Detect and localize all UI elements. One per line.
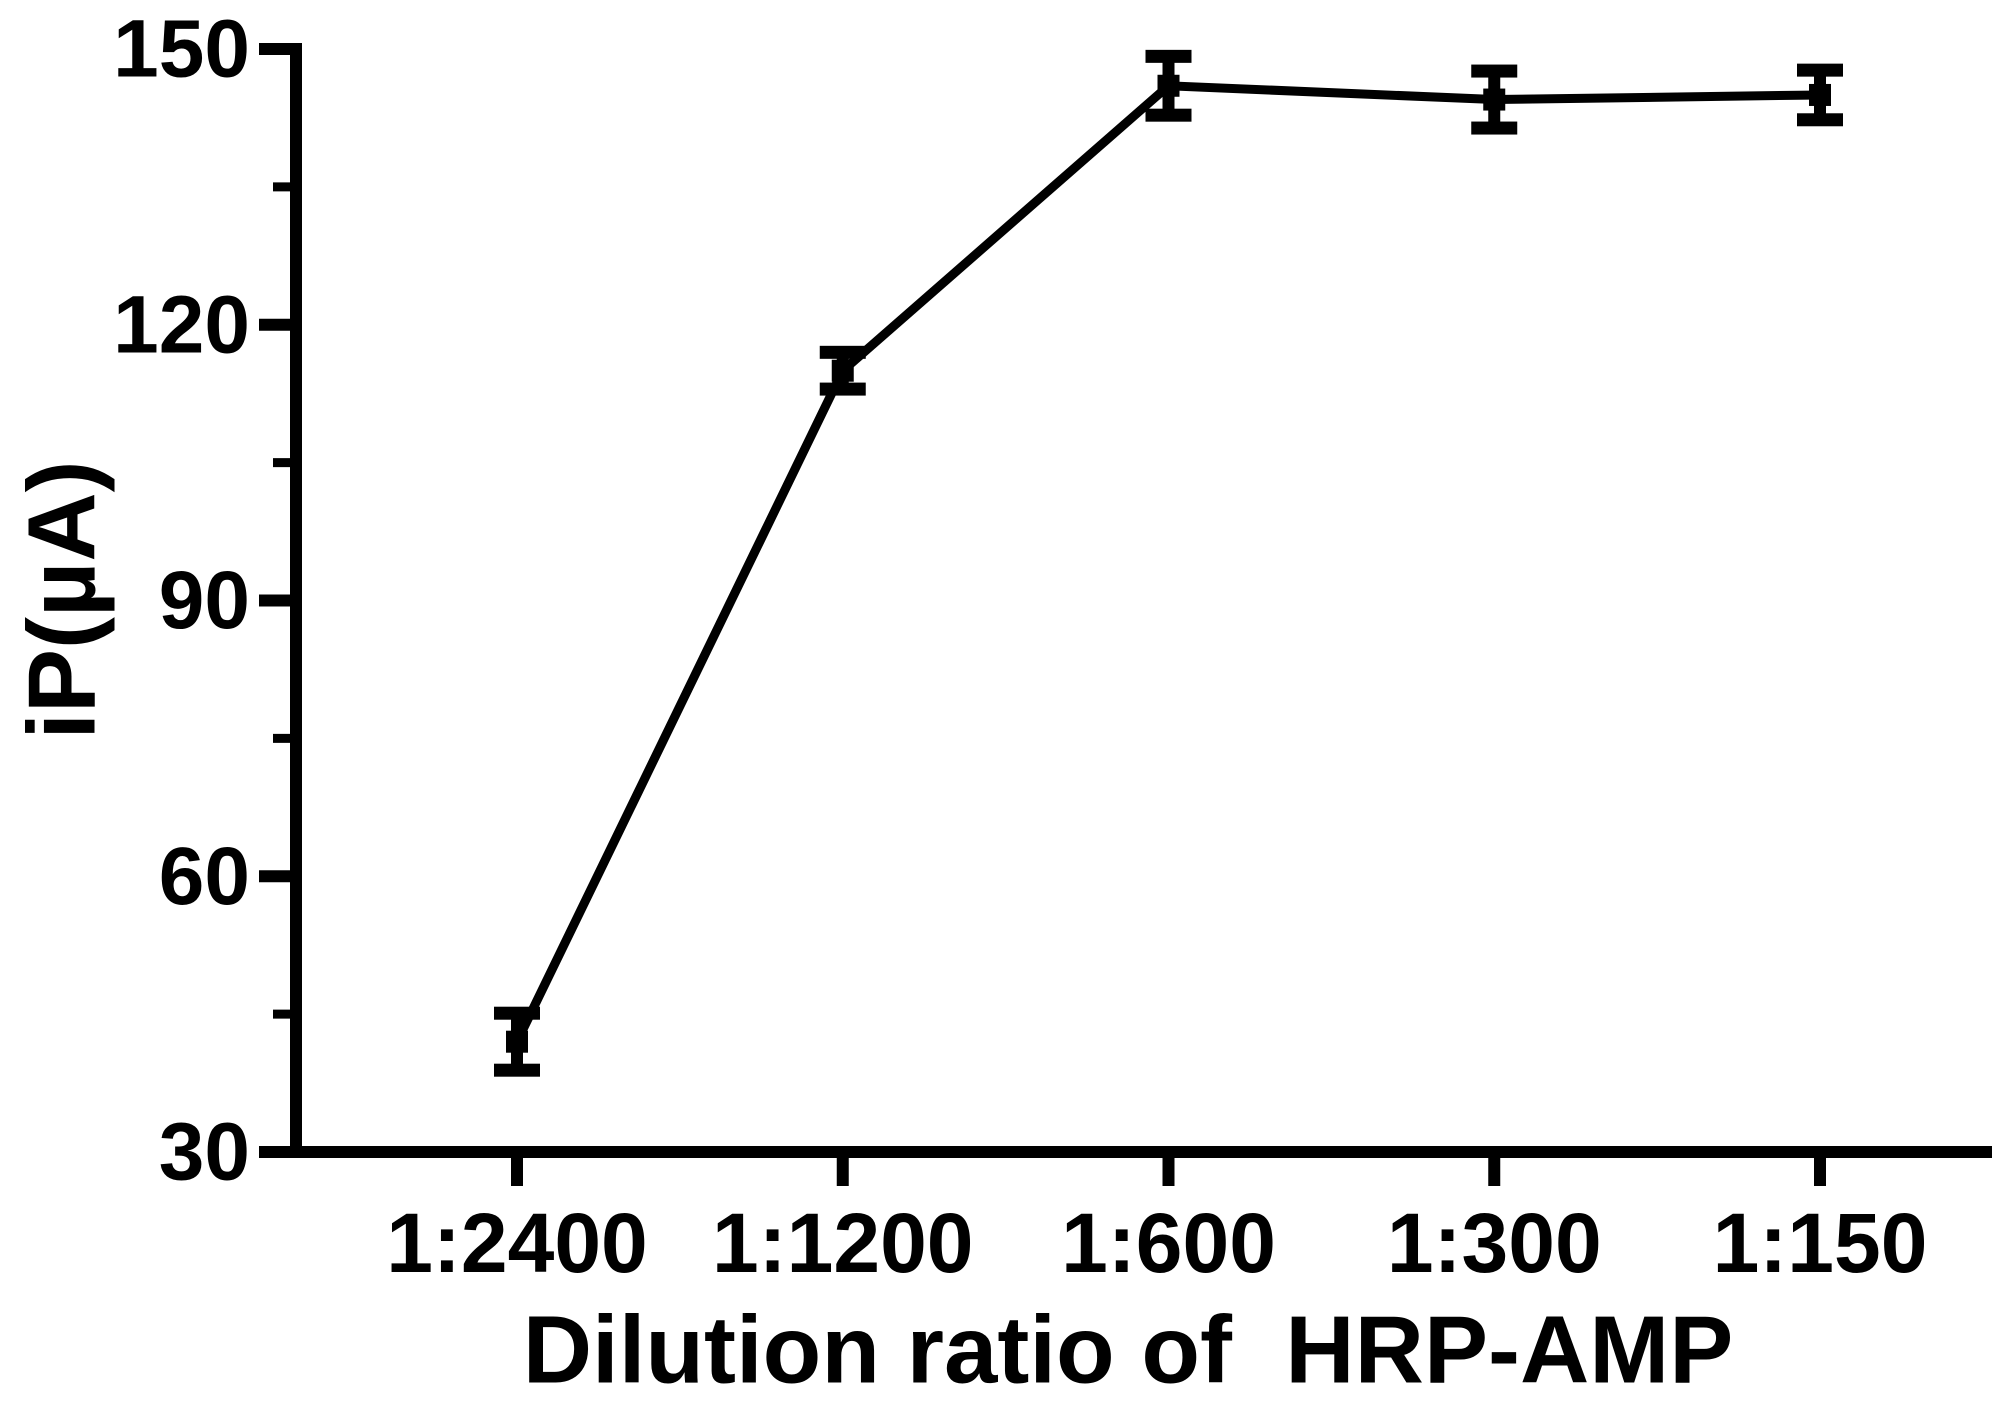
data-marker bbox=[1809, 83, 1831, 106]
y-axis-title: iP(µA) bbox=[9, 460, 116, 739]
x-tick-label: 1:150 bbox=[1713, 1196, 1928, 1290]
error-bar-cap-bottom bbox=[1797, 113, 1843, 127]
y-major-tick bbox=[259, 594, 296, 607]
y-tick-label: 30 bbox=[159, 1107, 250, 1198]
y-tick-label: 120 bbox=[113, 279, 250, 370]
x-tick bbox=[836, 1152, 849, 1186]
y-tick-label: 90 bbox=[159, 555, 250, 646]
y-minor-tick bbox=[273, 733, 296, 743]
x-tick-label: 1:2400 bbox=[386, 1196, 648, 1290]
error-bar-cap-top bbox=[1145, 49, 1192, 63]
x-tick bbox=[511, 1152, 523, 1186]
x-tick-label: 1:600 bbox=[1061, 1196, 1276, 1290]
y-tick-label: 150 bbox=[113, 4, 250, 95]
data-line bbox=[512, 81, 1821, 1044]
data-marker bbox=[506, 1030, 528, 1053]
error-bar-cap-top bbox=[1797, 63, 1843, 77]
x-tick-label: 1:300 bbox=[1387, 1196, 1602, 1290]
x-tick bbox=[1814, 1152, 1826, 1186]
data-marker bbox=[831, 359, 854, 382]
x-tick bbox=[1488, 1152, 1501, 1186]
error-bar-cap-bottom bbox=[1145, 108, 1192, 122]
plot-area: 30 60 90 120 150 1:2400 1:1200 1:600 1:300 1:150 bbox=[113, 4, 1992, 1290]
y-major-tick bbox=[259, 318, 296, 331]
x-axis-title: Dilution ratio of HRP-AMP bbox=[523, 1297, 1734, 1404]
y-major-tick bbox=[259, 43, 296, 55]
data-marker bbox=[1483, 88, 1506, 111]
x-tick-label: 1:1200 bbox=[712, 1196, 974, 1290]
y-minor-tick bbox=[273, 1009, 296, 1019]
y-minor-tick bbox=[273, 182, 296, 192]
y-minor-tick bbox=[273, 458, 296, 468]
x-tick bbox=[1162, 1152, 1175, 1186]
y-major-tick bbox=[259, 870, 296, 883]
y-tick-label: 60 bbox=[159, 831, 250, 922]
error-bar-cap-top bbox=[1471, 64, 1518, 78]
error-bar-cap-bottom bbox=[1471, 121, 1518, 135]
error-bar-cap-bottom bbox=[494, 1063, 540, 1077]
data-marker bbox=[1157, 74, 1180, 97]
x-axis-line bbox=[259, 1146, 1992, 1158]
